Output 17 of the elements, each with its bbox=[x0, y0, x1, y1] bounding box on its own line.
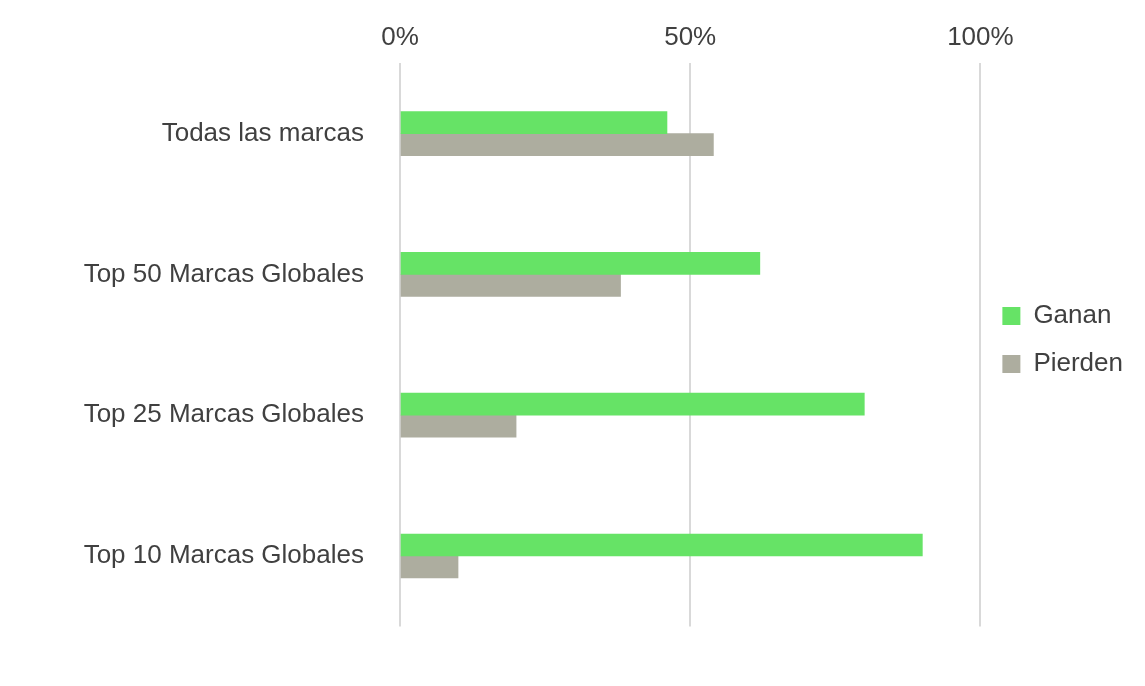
y-tick-label: Todas las marcas bbox=[161, 116, 364, 147]
bar bbox=[400, 555, 459, 579]
y-tick-label: Top 25 Marcas Globales bbox=[83, 398, 364, 429]
legend-label: Pierden bbox=[1033, 347, 1124, 378]
bar bbox=[400, 111, 668, 134]
bar bbox=[400, 133, 714, 156]
bar bbox=[400, 252, 761, 275]
y-tick-label: Top 10 Marcas Globales bbox=[83, 539, 364, 570]
x-tick-label: 50% bbox=[664, 20, 717, 51]
bar bbox=[400, 392, 865, 416]
y-tick-label: Top 50 Marcas Globales bbox=[83, 257, 364, 288]
bar bbox=[400, 533, 923, 557]
x-tick-label: 0% bbox=[381, 20, 419, 51]
bar bbox=[400, 274, 621, 297]
legend-label: Ganan bbox=[1033, 299, 1112, 330]
x-tick-label: 100% bbox=[947, 20, 1014, 51]
bar bbox=[400, 414, 517, 438]
